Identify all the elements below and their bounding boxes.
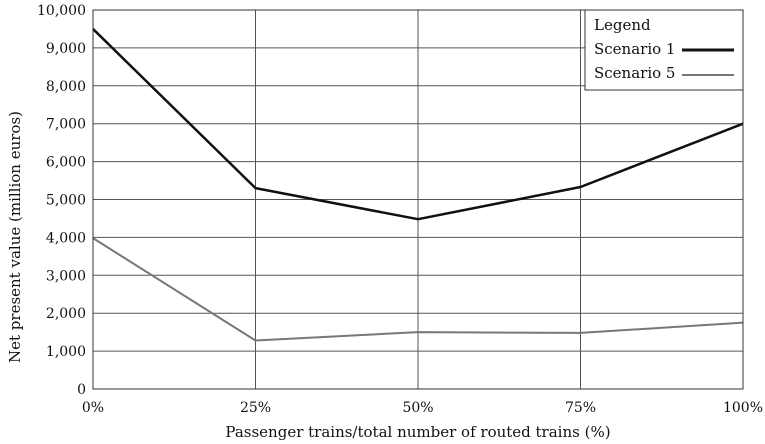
- x-tick-label: 25%: [240, 400, 271, 416]
- legend: Legend Scenario 1 Scenario 5: [584, 9, 744, 91]
- legend-label-scenario-5: Scenario 5: [594, 64, 675, 82]
- x-tick-label: 0%: [82, 400, 104, 416]
- y-tick-label: 8,000: [46, 79, 86, 95]
- series-lines: [92, 28, 744, 342]
- y-axis-label: Net present value (million euros): [6, 111, 24, 363]
- x-tick-label: 75%: [565, 400, 596, 416]
- plot-frame: [92, 9, 744, 390]
- legend-title: Legend: [594, 16, 651, 34]
- legend-label-scenario-1: Scenario 1: [594, 40, 675, 58]
- y-tick-label: 1,000: [46, 344, 86, 360]
- y-tick-label: 4,000: [46, 230, 86, 246]
- y-tick-label: 10,000: [37, 3, 86, 19]
- x-tick-label: 100%: [723, 400, 763, 416]
- y-tick-label: 5,000: [46, 193, 86, 209]
- x-axis-label: Passenger trains/total number of routed …: [225, 423, 610, 441]
- series-line-scenario-1: [92, 28, 744, 221]
- series-line-scenario-5: [92, 237, 744, 342]
- y-tick-label: 3,000: [46, 268, 86, 284]
- y-tick-label: 6,000: [46, 155, 86, 171]
- x-tick-label: 50%: [402, 400, 433, 416]
- y-tick-label: 2,000: [46, 306, 86, 322]
- y-tick-labels: 0 1,000 2,000 3,000 4,000 5,000 6,000 7,000 8,00…: [37, 3, 86, 398]
- x-tick-labels: 0% 25% 50% 75% 100%: [82, 400, 763, 416]
- y-tick-label: 7,000: [46, 117, 86, 133]
- y-tick-label: 9,000: [46, 41, 86, 57]
- y-tick-label: 0: [77, 382, 86, 398]
